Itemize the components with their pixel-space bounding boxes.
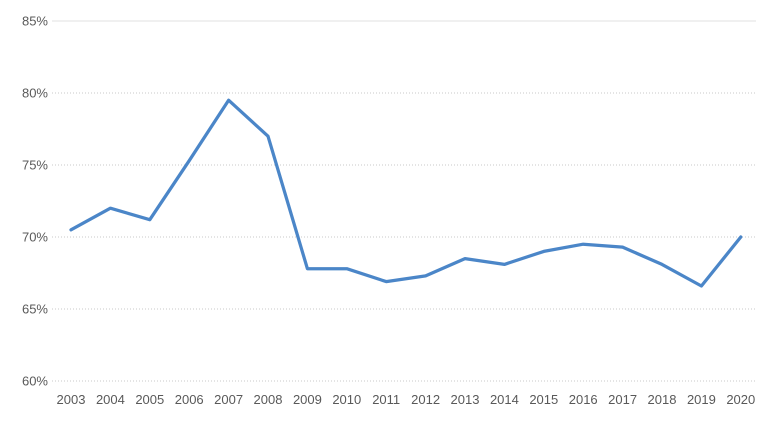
x-axis-tick-label: 2013: [451, 392, 480, 407]
y-axis-tick-label: 60%: [22, 374, 48, 389]
y-axis-tick-label: 75%: [22, 158, 48, 173]
y-axis-tick-label: 85%: [22, 14, 48, 29]
x-axis-tick-label: 2016: [569, 392, 598, 407]
x-axis-tick-label: 2020: [726, 392, 755, 407]
y-axis-tick-label: 80%: [22, 86, 48, 101]
x-axis-tick-label: 2007: [214, 392, 243, 407]
x-axis-tick-label: 2010: [332, 392, 361, 407]
x-axis-tick-label: 2015: [529, 392, 558, 407]
x-axis-tick-label: 2011: [372, 392, 400, 407]
data-series-line: [69, 98, 743, 288]
x-axis-tick-label: 2012: [411, 392, 440, 407]
x-axis-tick-label: 2014: [490, 392, 519, 407]
x-axis-tick-label: 2008: [254, 392, 283, 407]
y-axis-tick-label: 65%: [22, 302, 48, 317]
x-axis-tick-label: 2003: [57, 392, 86, 407]
x-axis-tick-label: 2019: [687, 392, 716, 407]
x-axis-tick-label: 2009: [293, 392, 322, 407]
y-axis-tick-label: 70%: [22, 230, 48, 245]
x-axis-tick-label: 2005: [135, 392, 164, 407]
x-axis-tick-label: 2018: [648, 392, 677, 407]
x-axis-tick-label: 2017: [608, 392, 637, 407]
x-axis-tick-label: 2006: [175, 392, 204, 407]
x-axis-tick-label: 2004: [96, 392, 125, 407]
